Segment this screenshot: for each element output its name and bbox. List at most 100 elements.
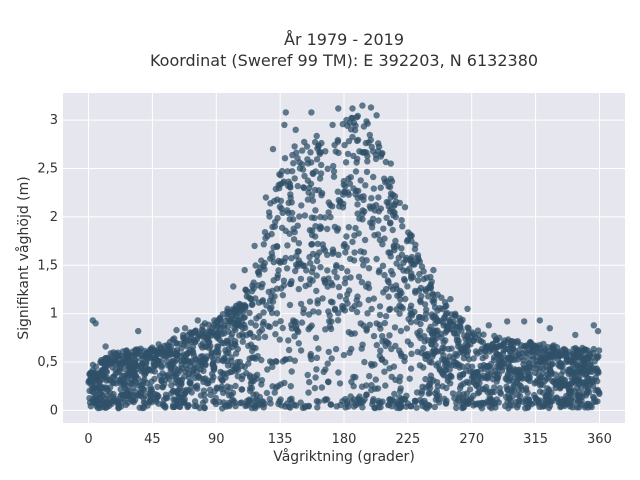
data-point <box>318 384 326 391</box>
data-point <box>426 389 433 397</box>
data-point <box>280 258 288 265</box>
data-point <box>239 330 246 338</box>
data-point <box>178 398 186 405</box>
data-point <box>352 374 359 381</box>
data-point <box>447 295 454 303</box>
data-point <box>133 379 140 386</box>
data-point <box>524 369 532 377</box>
data-point <box>585 356 592 363</box>
data-point <box>336 293 344 300</box>
data-point <box>504 318 511 325</box>
data-point <box>368 195 375 202</box>
data-point <box>509 354 516 361</box>
data-point <box>385 293 392 300</box>
data-point <box>248 384 256 392</box>
data-point <box>187 359 194 366</box>
data-point <box>202 397 209 404</box>
data-point <box>95 401 103 409</box>
data-point <box>218 339 226 346</box>
data-point <box>116 367 123 375</box>
data-point <box>174 370 181 377</box>
data-point <box>379 398 386 405</box>
data-point <box>387 160 394 167</box>
data-point <box>308 268 316 276</box>
data-point <box>285 178 292 185</box>
data-point <box>305 389 312 396</box>
data-point <box>336 380 344 387</box>
data-point <box>488 404 495 412</box>
data-point <box>363 257 370 264</box>
data-point <box>271 223 278 230</box>
data-point <box>341 307 349 314</box>
data-point <box>338 264 345 271</box>
data-point <box>420 275 427 283</box>
data-point <box>329 121 336 129</box>
data-point <box>289 168 296 175</box>
data-point <box>370 295 377 302</box>
data-point <box>379 262 387 269</box>
data-point <box>300 184 308 192</box>
data-point <box>334 317 342 324</box>
data-point <box>441 367 449 374</box>
data-point <box>210 356 217 363</box>
data-point <box>336 203 343 210</box>
data-point <box>268 309 276 317</box>
data-point <box>360 262 367 269</box>
data-point <box>275 400 282 408</box>
data-point <box>324 225 331 233</box>
data-point <box>313 354 321 361</box>
data-point <box>413 389 421 396</box>
data-point <box>258 356 265 364</box>
x-tick-label: 180 <box>332 432 357 447</box>
data-point <box>535 371 542 379</box>
data-point <box>370 185 377 192</box>
data-point <box>89 361 97 368</box>
data-point <box>360 193 367 200</box>
data-point <box>450 358 458 365</box>
data-point <box>365 265 373 272</box>
data-point <box>280 277 288 284</box>
data-point <box>359 341 366 348</box>
data-point <box>211 331 218 338</box>
data-point <box>87 369 95 376</box>
data-point <box>347 274 354 281</box>
data-point <box>384 277 391 284</box>
data-points <box>85 102 603 412</box>
data-point <box>457 324 464 331</box>
data-point <box>197 392 205 399</box>
data-point <box>393 260 400 267</box>
data-point <box>189 343 197 351</box>
data-point <box>319 295 326 302</box>
data-point <box>571 388 579 395</box>
chart-title: År 1979 - 2019 <box>284 30 404 49</box>
data-point <box>364 310 371 317</box>
data-point <box>155 341 162 348</box>
data-point <box>127 357 135 364</box>
data-point <box>259 280 266 288</box>
data-point <box>260 404 267 411</box>
data-point <box>385 183 392 190</box>
data-point <box>327 401 335 408</box>
data-point <box>224 305 231 312</box>
data-point <box>565 358 572 365</box>
data-point <box>141 371 148 379</box>
data-point <box>401 275 408 283</box>
data-point <box>166 346 173 353</box>
data-point <box>176 403 184 411</box>
data-point <box>223 387 230 394</box>
data-point <box>486 388 494 395</box>
data-point <box>361 236 369 244</box>
data-point <box>193 368 201 375</box>
data-point <box>188 383 195 390</box>
data-point <box>316 150 324 158</box>
data-point <box>555 361 562 368</box>
data-point <box>385 203 392 210</box>
data-point <box>428 359 435 366</box>
data-point <box>314 240 321 248</box>
data-point <box>272 185 280 193</box>
data-point <box>329 299 336 306</box>
data-point <box>315 142 322 149</box>
data-point <box>340 351 348 359</box>
data-point <box>239 372 246 379</box>
data-point <box>425 293 432 300</box>
